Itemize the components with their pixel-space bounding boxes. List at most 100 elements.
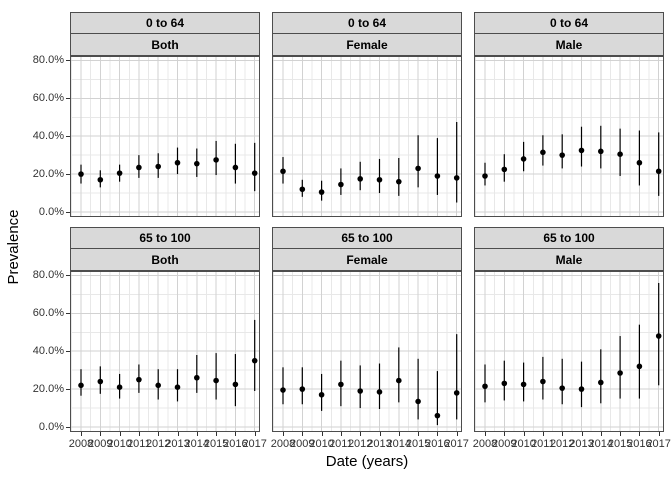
x-tick-mark	[542, 432, 544, 436]
x-tick-label: 2014	[588, 438, 614, 450]
y-tick-label: 20.0%	[32, 168, 64, 181]
x-tick-label: 2008	[68, 438, 94, 450]
data-point	[136, 164, 142, 171]
panel-border	[272, 56, 462, 217]
facet-strip-age: 65 to 100	[474, 227, 664, 249]
x-tick-label: 2008	[472, 438, 498, 450]
panel-border	[70, 56, 260, 217]
y-tick-label: 0.0%	[38, 421, 64, 433]
data-point	[376, 176, 383, 183]
data-point	[174, 159, 181, 166]
x-tick-mark	[254, 432, 256, 436]
y-tick-label: 0.0%	[38, 206, 64, 218]
y-tick-label: 80.0%	[32, 269, 64, 282]
x-tick-mark	[158, 432, 160, 436]
y-tick-label: 60.0%	[32, 307, 64, 320]
facet-panel	[272, 271, 462, 432]
data-point	[318, 189, 325, 195]
data-point	[520, 381, 527, 388]
x-axis-title: Date (years)	[325, 453, 409, 470]
y-tick-mark	[66, 98, 70, 100]
facet-strip-age: 0 to 64	[70, 12, 260, 34]
panel-border	[70, 271, 260, 432]
data-point	[636, 159, 643, 166]
y-tick-label: 40.0%	[32, 345, 64, 358]
x-tick-label: 2012	[145, 438, 171, 450]
x-tick-mark	[485, 432, 486, 436]
data-point	[655, 333, 662, 339]
y-tick-mark	[66, 351, 70, 353]
facet-panel	[70, 56, 260, 217]
x-tick-mark	[177, 432, 179, 436]
x-tick-mark	[340, 432, 342, 436]
gridlines-major	[70, 56, 260, 217]
facet-panel	[474, 56, 664, 217]
data-point	[174, 384, 181, 391]
x-tick-label: 2013	[569, 438, 594, 450]
data-point	[78, 171, 84, 177]
data-point	[482, 173, 488, 179]
x-tick-mark	[639, 432, 641, 436]
y-tick-mark	[66, 174, 70, 176]
x-tick-mark	[321, 432, 323, 436]
x-tick-mark	[620, 432, 622, 436]
data-point	[78, 382, 84, 389]
data-point	[396, 377, 402, 384]
data-point	[453, 390, 460, 396]
data-point	[434, 173, 441, 179]
x-tick-label: 2011	[531, 438, 555, 450]
data-point	[598, 148, 604, 155]
x-tick-mark	[523, 432, 525, 436]
facet-strip-age: 65 to 100	[272, 227, 462, 249]
data-point	[213, 157, 219, 163]
x-tick-label: 2012	[549, 438, 575, 450]
data-point	[501, 166, 508, 173]
x-tick-label: 2014	[184, 438, 210, 450]
y-tick-label: 60.0%	[32, 92, 64, 105]
x-tick-label: 2014	[386, 438, 412, 450]
data-layer	[280, 121, 460, 203]
x-tick-mark	[283, 432, 284, 436]
x-tick-label: 2008	[270, 438, 296, 450]
x-tick-label: 2017	[646, 438, 671, 450]
y-tick-mark	[66, 136, 70, 138]
facet-strip-age: 65 to 100	[70, 227, 260, 249]
facet-strip-sex: Both	[70, 34, 260, 56]
panel-border	[474, 271, 664, 432]
data-point	[559, 385, 565, 391]
y-tick-mark	[66, 427, 70, 428]
x-tick-label: 2010	[511, 438, 536, 450]
data-point	[232, 381, 239, 388]
y-tick-mark	[66, 313, 70, 315]
y-tick-label: 20.0%	[32, 383, 64, 396]
x-tick-label: 2017	[242, 438, 267, 450]
y-tick-label: 80.0%	[32, 54, 64, 67]
data-layer	[280, 334, 460, 426]
facet-strip-age: 0 to 64	[272, 12, 462, 34]
x-tick-label: 2011	[329, 438, 353, 450]
x-tick-mark	[658, 432, 660, 436]
x-tick-mark	[600, 432, 602, 436]
x-tick-label: 2011	[127, 438, 151, 450]
x-tick-label: 2009	[492, 438, 517, 450]
x-tick-mark	[581, 432, 583, 436]
facet-panel	[70, 271, 260, 432]
data-point	[453, 175, 460, 181]
data-point	[116, 170, 123, 176]
x-tick-mark	[302, 432, 304, 436]
facet-panel	[272, 56, 462, 217]
data-point	[338, 181, 344, 188]
data-point	[136, 376, 142, 383]
data-point	[636, 363, 643, 370]
data-point	[338, 381, 344, 388]
x-tick-label: 2013	[367, 438, 392, 450]
x-tick-mark	[562, 432, 564, 436]
x-tick-mark	[216, 432, 218, 436]
x-tick-label: 2010	[309, 438, 334, 450]
x-tick-label: 2010	[107, 438, 132, 450]
facet-strip-sex: Female	[272, 249, 462, 271]
data-point	[280, 387, 286, 393]
facet-strip-sex: Male	[474, 249, 664, 271]
x-tick-mark	[418, 432, 420, 436]
